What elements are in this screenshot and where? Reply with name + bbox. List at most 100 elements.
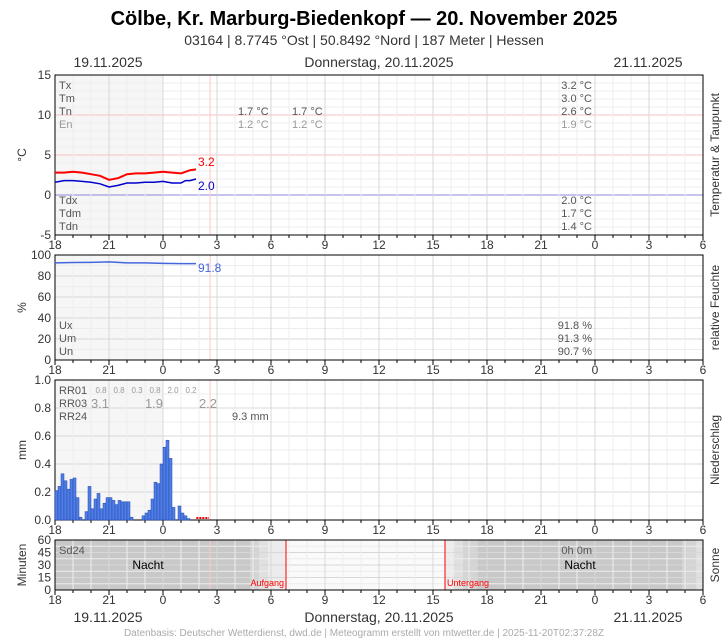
humidity-y-label: % <box>15 302 29 313</box>
tdm-right: 1.7 °C <box>561 208 592 220</box>
date-left-bottom: 19.11.2025 <box>73 609 142 625</box>
x-tick-label: 9 <box>322 238 329 252</box>
precip-side-label: Niederschlag <box>708 415 722 485</box>
precip-bar <box>117 500 122 521</box>
tn-value-2: 1.7 °C <box>292 106 323 118</box>
precip-bar <box>120 501 125 521</box>
x-tick-label: 0 <box>592 523 599 537</box>
sunset-label: Untergang <box>447 578 489 588</box>
y-tick-label: 100 <box>31 248 51 262</box>
x-tick-label: 3 <box>214 238 221 252</box>
tm-right: 3.0 °C <box>561 93 592 105</box>
tn-right: 2.6 °C <box>561 106 592 118</box>
y-tick-label: 45 <box>38 546 52 560</box>
precip-bar <box>168 458 173 521</box>
y-tick-label: -5 <box>40 228 51 242</box>
tn-label: Tn <box>59 106 72 118</box>
night-label-1: Nacht <box>132 558 164 572</box>
y-tick-label: 0.4 <box>34 457 51 471</box>
precip-bar <box>72 477 77 521</box>
x-tick-label: 21 <box>534 593 548 607</box>
precip-bar <box>78 516 83 521</box>
x-tick-label: 12 <box>372 363 386 377</box>
tm-label: Tm <box>59 93 75 105</box>
precip-bar <box>153 481 158 521</box>
precip-frame <box>54 379 704 521</box>
tdn-right: 1.4 °C <box>561 221 592 233</box>
y-tick-label: 0 <box>44 353 51 367</box>
humidity-side-label: relative Feuchte <box>708 264 722 350</box>
x-tick-label: 0 <box>160 593 167 607</box>
precip-bar <box>60 473 65 521</box>
date-right-bottom: 21.11.2025 <box>613 609 682 625</box>
rr01-value: 0.3 <box>131 386 143 395</box>
un-label: Un <box>59 346 73 358</box>
x-tick-label: 0 <box>160 238 167 252</box>
humidity-stats: Ux Um Un 91.8 % 91.3 % 90.7 % 91.8 <box>59 261 592 358</box>
precip-bar <box>69 479 74 521</box>
precip-bar <box>63 480 68 521</box>
subtitle: 03164 | 8.7745 °Ost | 50.8492 °Nord | 18… <box>184 32 544 48</box>
precip-bar <box>177 505 182 521</box>
x-tick-label: 21 <box>534 363 548 377</box>
x-tick-label: 18 <box>480 238 494 252</box>
temperature-line <box>55 168 197 181</box>
date-center-bottom: Donnerstag, 20.11.2025 <box>304 609 453 625</box>
y-tick-label: 0.6 <box>34 429 51 443</box>
y-tick-label: 60 <box>38 533 52 547</box>
night-label-2: Nacht <box>564 558 596 572</box>
y-tick-label: 80 <box>38 269 52 283</box>
tn-value-1: 1.7 °C <box>238 106 269 118</box>
x-tick-label: 21 <box>534 523 548 537</box>
x-tick-label: 3 <box>214 523 221 537</box>
y-tick-label: 15 <box>38 571 52 585</box>
x-tick-label: 15 <box>426 363 440 377</box>
x-tick-label: 21 <box>102 523 116 537</box>
x-tick-label: 0 <box>592 593 599 607</box>
x-tick-label: 9 <box>322 363 329 377</box>
en-value-1: 1.2 °C <box>238 119 269 131</box>
x-tick-label: 18 <box>480 593 494 607</box>
precip-bar <box>162 446 167 521</box>
x-tick-label: 18 <box>48 523 62 537</box>
x-tick-label: 21 <box>102 238 116 252</box>
precip-bar <box>171 507 176 521</box>
y-tick-label: 30 <box>38 558 52 572</box>
precip-bar <box>159 463 164 521</box>
precip-bar <box>75 497 80 521</box>
precip-bar <box>129 516 134 521</box>
un-value: 90.7 % <box>558 346 592 358</box>
precip-bar <box>102 502 107 521</box>
x-tick-label: 12 <box>372 238 386 252</box>
precip-bar <box>66 488 71 521</box>
temp-stats: Tx Tm Tn En 1.7 °C 1.7 °C 1.2 °C 1.2 °C … <box>59 80 592 233</box>
tdx-label: Tdx <box>59 195 78 207</box>
precip-bar <box>165 439 170 521</box>
sun-labels: Sd24 0h 0m Nacht Nacht Aufgang Untergang <box>59 545 596 588</box>
y-tick-label: 10 <box>38 108 52 122</box>
x-tick-label: 3 <box>214 363 221 377</box>
precip-bar <box>180 512 185 521</box>
tdm-label: Tdm <box>59 208 81 220</box>
x-tick-label: 12 <box>372 523 386 537</box>
rr01-value: 0.8 <box>113 386 125 395</box>
precip-bar <box>156 483 161 521</box>
tdn-label: Tdn <box>59 221 78 233</box>
footer: Datenbasis: Deutscher Wetterdienst, dwd.… <box>124 628 604 639</box>
x-tick-label: 6 <box>700 363 707 377</box>
rr03-value: 1.9 <box>145 396 163 411</box>
um-label: Um <box>59 333 76 345</box>
x-tick-label: 6 <box>268 363 275 377</box>
precip-bar <box>150 498 155 521</box>
sun-y-label: Minuten <box>15 544 29 587</box>
precip-bar <box>84 511 89 521</box>
y-tick-label: 0 <box>44 583 51 597</box>
rr01-value: 0.8 <box>149 386 161 395</box>
precip-bar <box>141 515 146 521</box>
dewpoint-line <box>54 178 197 188</box>
precip-bar <box>111 500 116 521</box>
precip-bar <box>105 497 110 521</box>
x-tick-label: 6 <box>268 238 275 252</box>
rr24-label: RR24 <box>59 411 87 423</box>
title: Cölbe, Kr. Marburg-Biedenkopf — 20. Nove… <box>111 8 618 30</box>
